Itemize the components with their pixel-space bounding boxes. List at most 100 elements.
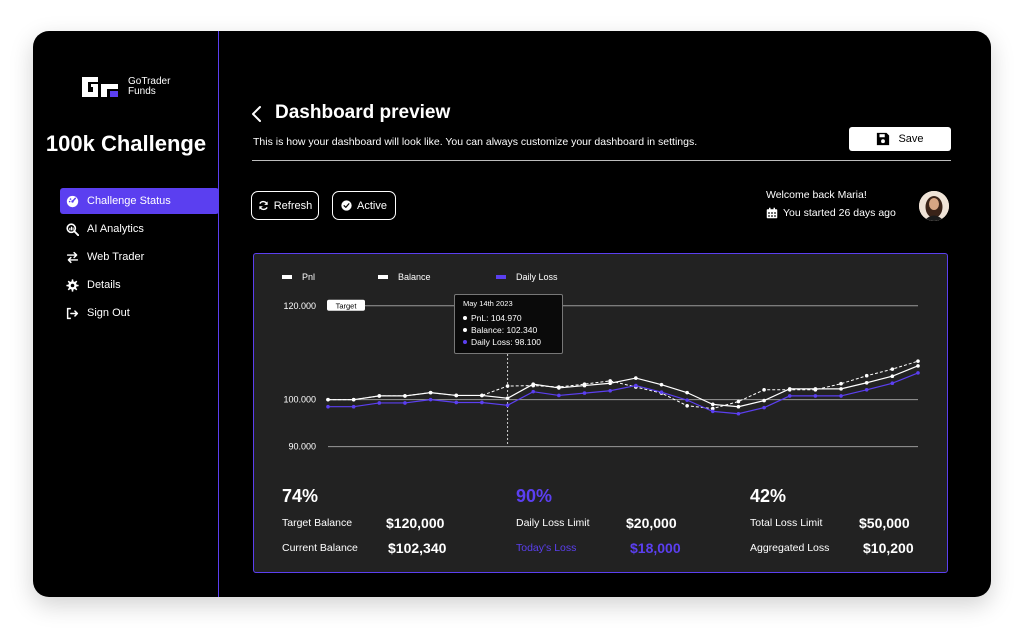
sidebar-item-details[interactable]: Details (60, 272, 219, 298)
data-point (351, 404, 356, 409)
data-point (685, 390, 689, 395)
chevron-left-icon[interactable] (250, 104, 264, 124)
data-point (659, 390, 664, 394)
tooltip-dot (463, 316, 467, 320)
app-window: GoTrader Funds 100k Challenge Challenge … (33, 31, 991, 597)
gridlines (328, 305, 918, 448)
stat-label-current-balance: Current Balance (282, 542, 358, 554)
stat-label-daily-loss-limit: Daily Loss Limit (516, 517, 590, 529)
gauge-icon (66, 195, 79, 207)
sidebar-item-challenge-status[interactable]: Challenge Status (60, 188, 219, 214)
target-badge (327, 299, 365, 311)
data-point (736, 399, 741, 404)
stat-pct-target: 74% (282, 486, 319, 506)
sign-out-icon (66, 307, 79, 319)
swap-arrows-icon (66, 251, 79, 263)
data-point (480, 400, 484, 405)
data-point (403, 401, 407, 405)
save-button[interactable]: Save (849, 127, 951, 151)
data-point (890, 374, 895, 378)
series-pnl (326, 359, 920, 411)
calendar-icon (766, 207, 778, 219)
series-layer (326, 359, 920, 416)
data-point (454, 393, 459, 398)
data-point (505, 384, 510, 388)
data-point (326, 404, 330, 409)
floppy-disk-icon (877, 132, 890, 146)
sidebar-item-ai-analytics[interactable]: AI Analytics (60, 216, 219, 242)
stat-label-todays-loss: Today's Loss (516, 542, 577, 554)
stat-label-aggregated-loss: Aggregated Loss (750, 542, 830, 554)
data-point (736, 404, 741, 409)
tooltip-daily-loss: Daily Loss: 98.100 (471, 337, 541, 347)
y-axis-labels: 120.000 100.000 90.000 (283, 301, 316, 452)
data-point (762, 398, 766, 403)
stat-value-aggregated-loss: $10,200 (863, 540, 914, 556)
legend-item-balance: Balance (378, 272, 431, 282)
gear-icon (66, 278, 79, 292)
sidebar-item-sign-out[interactable]: Sign Out (60, 300, 219, 326)
chart-card: Pnl Balance Daily Loss 120.000 100.000 90.… (253, 253, 948, 573)
line-chart[interactable]: 120.000 100.000 90.000 Target (254, 254, 949, 474)
stat-value-target-balance: $120,000 (386, 515, 445, 531)
user-avatar-icon (919, 191, 949, 221)
stat-label-total-loss-limit: Total Loss Limit (750, 517, 823, 529)
sidebar-item-label: AI Analytics (87, 223, 144, 235)
legend-item-pnl: Pnl (282, 272, 315, 282)
tooltip-row-daily-loss: Daily Loss: 98.100 (463, 337, 554, 347)
data-point (608, 381, 612, 386)
data-point (428, 390, 433, 395)
data-point (634, 376, 638, 380)
header-divider (252, 160, 951, 161)
refresh-icon (258, 200, 268, 211)
y-tick-label: 90.000 (288, 442, 316, 452)
sidebar-item-label: Sign Out (87, 307, 130, 319)
logo-line1: GoTrader (128, 76, 171, 87)
y-tick-label: 100.000 (283, 395, 316, 405)
stat-pct-total-loss: 42% (750, 486, 787, 506)
legend-label: Daily Loss (516, 272, 558, 282)
sidebar-item-web-trader[interactable]: Web Trader (60, 244, 219, 270)
analytics-search-icon (66, 222, 79, 236)
stat-value-todays-loss: $18,000 (630, 540, 681, 556)
tooltip-row-balance: Balance: 102.340 (463, 325, 554, 335)
tooltip-pnl: PnL: 104.970 (471, 313, 522, 323)
data-point (531, 382, 536, 386)
data-point (890, 381, 895, 386)
data-point (685, 398, 689, 402)
challenge-title: 100k Challenge (45, 131, 207, 156)
data-point (839, 387, 843, 391)
welcome-text: Welcome back Maria! (766, 189, 867, 201)
legend-swatch (282, 275, 292, 279)
series-line (328, 365, 919, 408)
data-point (813, 394, 818, 398)
started-info: You started 26 days ago (766, 207, 896, 219)
logo-line2: Funds (128, 86, 156, 97)
data-point (659, 382, 664, 387)
stat-value-current-balance: $102,340 (388, 540, 447, 556)
tooltip-dot (463, 328, 467, 332)
active-button[interactable]: Active (332, 191, 396, 220)
data-point (864, 380, 869, 385)
stat-pct-daily-loss: 90% (516, 486, 553, 506)
check-circle-icon (341, 200, 352, 211)
page-subtitle: This is how your dashboard will look lik… (253, 136, 698, 148)
data-point (351, 397, 356, 402)
data-point (531, 389, 536, 394)
data-point (454, 400, 459, 405)
series-balance (326, 364, 920, 409)
tooltip-row-pnl: PnL: 104.970 (463, 313, 554, 323)
data-point (787, 394, 792, 398)
refresh-button[interactable]: Refresh (251, 191, 319, 220)
page-title: Dashboard preview (275, 102, 451, 123)
legend-swatch (496, 275, 506, 279)
data-point (864, 388, 869, 392)
data-point (787, 387, 792, 391)
tooltip-balance: Balance: 102.340 (471, 325, 538, 335)
legend-item-daily-loss: Daily Loss (496, 272, 558, 282)
y-tick-label: 120.000 (283, 301, 316, 311)
data-point (505, 396, 510, 401)
data-point (403, 394, 407, 398)
avatar[interactable] (919, 191, 949, 221)
tooltip-dot (463, 340, 467, 344)
